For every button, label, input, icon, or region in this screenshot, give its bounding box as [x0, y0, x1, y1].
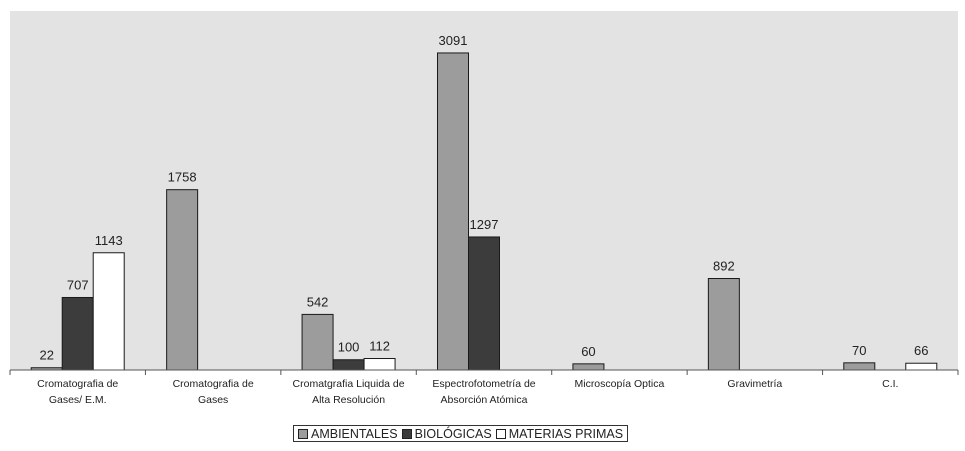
legend-label-materias-primas: MATERIAS PRIMAS	[508, 426, 624, 441]
bar-1-2	[332, 359, 365, 371]
data-label-2-2: 112	[369, 339, 390, 354]
legend-item-ambientales: AMBIENTALES	[298, 427, 398, 441]
legend-swatch-ambientales	[298, 428, 308, 439]
data-label-2-0: 1143	[95, 233, 123, 248]
data-label-1-2: 100	[338, 340, 360, 355]
data-label-0-0: 22	[39, 348, 53, 363]
bar-0-5	[707, 278, 740, 371]
bar-0-1	[166, 189, 199, 371]
bar-0-6	[843, 362, 876, 371]
legend-swatch-materias-primas	[495, 428, 506, 439]
bar-1-0	[61, 296, 94, 371]
bar-2-0	[92, 252, 125, 371]
data-label-0-1: 1758	[168, 170, 197, 185]
data-label-0-3: 3091	[439, 33, 468, 48]
x-tick-label-1-1: Gases	[198, 394, 228, 406]
x-tick-label-3-0: Espectrofotometría de	[432, 378, 535, 390]
x-tick-label-0-0: Cromatografia de	[37, 378, 118, 390]
bar-2-2	[363, 358, 396, 371]
x-tick-label-2-1: Alta Resolución	[312, 394, 385, 406]
data-label-0-2: 542	[307, 294, 329, 309]
x-tick-label-4-0: Microscopía Optica	[574, 378, 664, 390]
data-label-0-4: 60	[581, 344, 595, 359]
legend-label-biologicas: BIOLÓGICAS	[414, 426, 492, 441]
chart-legend: AMBIENTALES BIOLÓGICAS MATERIAS PRIMAS	[293, 425, 629, 442]
data-label-0-6: 70	[852, 343, 866, 358]
data-label-1-0: 707	[67, 277, 89, 292]
x-tick-label-3-1: Absorción Atómica	[441, 394, 528, 406]
data-label-1-3: 1297	[470, 217, 499, 232]
x-tick-label-6-0: C.I.	[882, 378, 898, 390]
x-tick-label-5-0: Gravimetría	[727, 378, 782, 390]
bar-1-3	[468, 236, 500, 371]
data-label-0-5: 892	[713, 259, 735, 274]
x-tick-label-0-1: Gases/ E.M.	[49, 394, 107, 406]
bar-2-6	[905, 362, 938, 371]
bar-0-2	[301, 313, 334, 371]
legend-swatch-biologicas	[401, 428, 412, 439]
data-label-2-6: 66	[914, 343, 928, 358]
x-tick-label-1-0: Cromatografia de	[173, 378, 254, 390]
legend-label-ambientales: AMBIENTALES	[311, 426, 398, 441]
legend-item-biologicas: BIOLÓGICAS	[401, 426, 492, 441]
legend-item-materias-primas: MATERIAS PRIMAS	[495, 426, 624, 441]
bar-0-3	[437, 52, 469, 371]
x-tick-label-2-0: Cromatgrafia Liquida de	[293, 378, 405, 390]
bar-0-4	[572, 363, 605, 371]
